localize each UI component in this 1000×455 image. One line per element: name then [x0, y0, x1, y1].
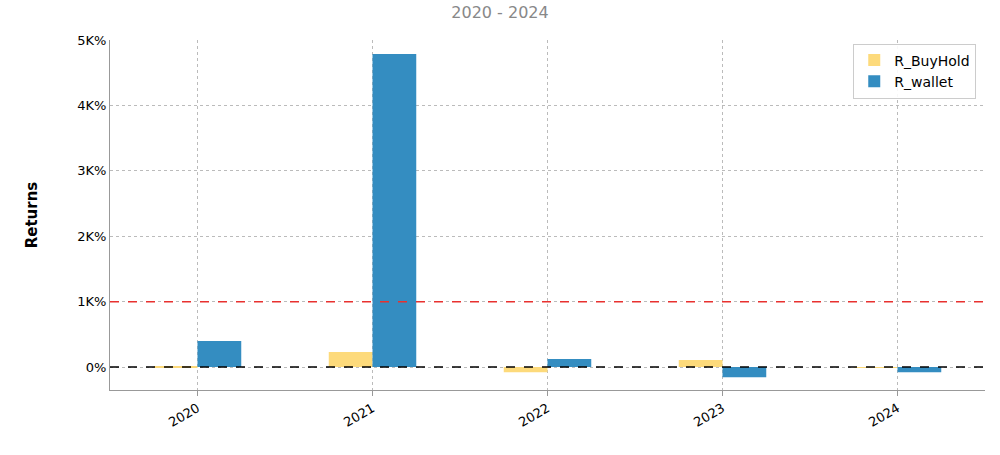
svg-text:2024: 2024	[866, 400, 902, 430]
svg-text:2023: 2023	[691, 400, 727, 430]
svg-text:2021: 2021	[341, 400, 377, 430]
svg-text:2020: 2020	[166, 400, 202, 430]
svg-text:R_wallet: R_wallet	[894, 74, 953, 90]
svg-text:2022: 2022	[516, 400, 552, 430]
svg-text:5K%: 5K%	[77, 33, 106, 48]
svg-text:0%: 0%	[86, 360, 107, 375]
svg-text:R_BuyHold: R_BuyHold	[894, 53, 969, 69]
svg-text:2020 - 2024: 2020 - 2024	[451, 3, 548, 22]
svg-text:4K%: 4K%	[77, 98, 106, 113]
svg-text:1K%: 1K%	[77, 294, 106, 309]
svg-text:Returns: Returns	[23, 182, 41, 249]
svg-text:3K%: 3K%	[77, 163, 106, 178]
svg-text:2K%: 2K%	[77, 229, 106, 244]
